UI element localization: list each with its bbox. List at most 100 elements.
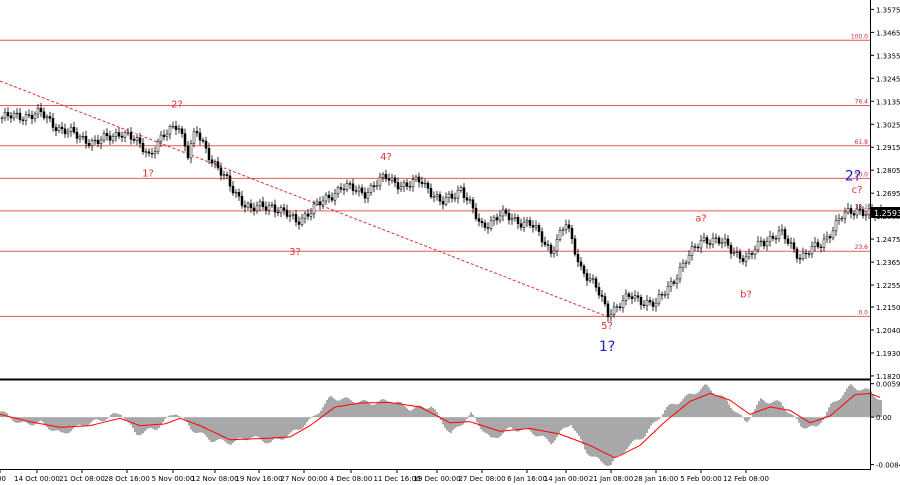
candle-body bbox=[780, 229, 784, 232]
oscillator-bar bbox=[424, 408, 426, 418]
oscillator-bar bbox=[526, 417, 528, 429]
candle-body bbox=[165, 133, 169, 137]
oscillator-bar bbox=[466, 417, 468, 419]
oscillator-bar bbox=[116, 413, 118, 418]
oscillator-bar bbox=[166, 416, 168, 418]
oscillator-bar bbox=[646, 417, 648, 434]
candle-body bbox=[792, 242, 796, 250]
candle-body bbox=[588, 278, 592, 281]
oscillator-bar bbox=[256, 417, 258, 437]
oscillator-bar bbox=[800, 417, 802, 427]
oscillator-bar bbox=[296, 417, 298, 430]
oscillator-bar bbox=[610, 417, 612, 465]
price-tick-label: 1.2255 bbox=[876, 282, 900, 290]
oscillator-bar bbox=[588, 417, 590, 456]
candle-body bbox=[492, 217, 496, 222]
candle-body bbox=[171, 125, 175, 128]
oscillator-bar bbox=[286, 417, 288, 437]
oscillator-bar bbox=[634, 417, 636, 440]
oscillator-bar bbox=[484, 417, 486, 433]
candle-body bbox=[630, 296, 634, 299]
oscillator-bar bbox=[342, 398, 344, 418]
candle-body bbox=[525, 220, 529, 223]
candle-body bbox=[750, 253, 754, 255]
candle-body bbox=[867, 208, 871, 215]
candle-body bbox=[189, 142, 193, 159]
oscillator-bar bbox=[516, 417, 518, 432]
oscillator-bar bbox=[336, 400, 338, 418]
oscillator-bar bbox=[720, 395, 722, 418]
oscillator-bar bbox=[502, 417, 504, 434]
oscillator-bar bbox=[26, 417, 28, 423]
oscillator-bar bbox=[186, 417, 188, 423]
oscillator-bar bbox=[226, 417, 228, 444]
oscillator-bar bbox=[322, 407, 324, 418]
candle-body bbox=[342, 188, 346, 191]
oscillator-bar bbox=[320, 410, 322, 418]
candle-body bbox=[399, 186, 403, 190]
candle-body bbox=[225, 174, 229, 177]
oscillator-bar bbox=[636, 417, 638, 440]
oscillator-bar bbox=[102, 417, 104, 422]
oscillator-bar bbox=[344, 397, 346, 418]
candle-body bbox=[612, 306, 616, 315]
candle-body bbox=[330, 197, 334, 201]
oscillator-bar bbox=[406, 408, 408, 418]
oscillator-bar bbox=[880, 399, 882, 418]
oscillator-bar bbox=[494, 417, 496, 438]
candle-body bbox=[738, 251, 742, 259]
candle-body bbox=[6, 112, 10, 117]
candle-body bbox=[162, 134, 166, 137]
candle-body bbox=[606, 303, 610, 318]
oscillator-bar bbox=[474, 417, 476, 419]
candle-body bbox=[258, 201, 262, 207]
oscillator-bar bbox=[668, 404, 670, 418]
candle-body bbox=[51, 118, 55, 128]
oscillator-bar bbox=[766, 403, 768, 418]
oscillator-bar bbox=[364, 399, 366, 418]
time-tick-label: 27 Dec 08:00 bbox=[458, 475, 505, 483]
oscillator-bar bbox=[790, 414, 792, 418]
oscillator-bar bbox=[444, 417, 446, 428]
oscillator-bar bbox=[362, 399, 364, 418]
oscillator-bar bbox=[306, 417, 308, 423]
oscillator-bar bbox=[858, 390, 860, 418]
oscillator-bar bbox=[726, 400, 728, 418]
oscillator-bar bbox=[168, 415, 170, 418]
oscillator-bar bbox=[52, 417, 54, 431]
candle-body bbox=[120, 135, 124, 138]
oscillator-bar bbox=[582, 417, 584, 445]
oscillator-bar bbox=[252, 417, 254, 437]
oscillator-bar bbox=[702, 386, 704, 418]
oscillator-bar bbox=[584, 417, 586, 450]
oscillator-bar bbox=[138, 417, 140, 436]
oscillator-bar bbox=[164, 417, 166, 420]
candle-body bbox=[198, 132, 202, 141]
candle-body bbox=[381, 174, 385, 178]
candle-body bbox=[255, 205, 259, 211]
candle-body bbox=[387, 178, 391, 181]
oscillator-bar bbox=[242, 417, 244, 439]
oscillator-bar bbox=[72, 417, 74, 429]
oscillator-bar bbox=[338, 400, 340, 418]
oscillator-bar bbox=[78, 417, 80, 425]
candle-body bbox=[777, 230, 781, 239]
oscillator-bar bbox=[528, 417, 530, 430]
oscillator-bar bbox=[544, 417, 546, 438]
candle-body bbox=[54, 127, 58, 132]
price-tick-label: 1.2915 bbox=[876, 144, 900, 152]
candle-body bbox=[291, 214, 295, 216]
candle-body bbox=[393, 177, 397, 183]
oscillator-bar bbox=[626, 417, 628, 450]
oscillator-bar bbox=[814, 417, 816, 427]
candle-body bbox=[462, 187, 466, 199]
candle-body bbox=[219, 167, 223, 176]
candle-body bbox=[357, 187, 361, 192]
oscillator-bar bbox=[682, 399, 684, 418]
oscillator-bar bbox=[660, 417, 662, 418]
oscillator-bar bbox=[224, 417, 226, 442]
oscillator-bar bbox=[42, 417, 44, 423]
candle-body bbox=[768, 235, 772, 242]
oscillator-bar bbox=[284, 417, 286, 439]
oscillator-bar bbox=[48, 417, 50, 430]
